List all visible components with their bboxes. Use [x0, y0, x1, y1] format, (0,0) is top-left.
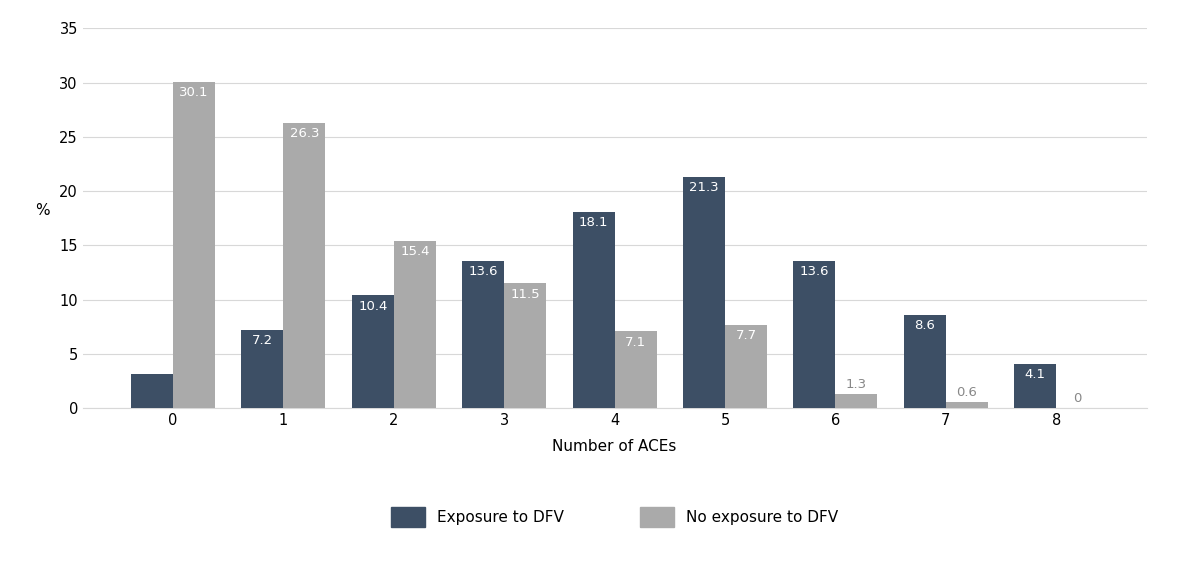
Text: 13.6: 13.6	[468, 265, 498, 278]
Text: 0.6: 0.6	[956, 386, 978, 399]
Text: 0: 0	[1073, 392, 1082, 405]
Bar	[462, 261, 505, 408]
Text: 15.4: 15.4	[400, 246, 429, 259]
Bar	[352, 295, 394, 408]
Bar	[394, 241, 436, 408]
X-axis label: Number of ACEs: Number of ACEs	[552, 439, 677, 454]
Bar	[683, 177, 725, 408]
Bar	[131, 374, 173, 408]
Bar	[793, 261, 836, 408]
Text: 7.7: 7.7	[735, 329, 756, 342]
Bar	[725, 325, 767, 408]
Text: 10.4: 10.4	[358, 300, 388, 312]
Y-axis label: %: %	[35, 204, 50, 218]
Text: 30.1: 30.1	[180, 86, 209, 99]
Bar	[946, 402, 988, 408]
Bar	[1014, 364, 1057, 408]
Text: 3.2: 3.2	[142, 358, 163, 371]
Text: 13.6: 13.6	[800, 265, 830, 278]
Bar	[284, 123, 325, 408]
Text: 4.1: 4.1	[1025, 368, 1046, 381]
Text: 8.6: 8.6	[915, 319, 935, 332]
Bar	[615, 331, 656, 408]
Text: 11.5: 11.5	[511, 288, 540, 301]
Text: 21.3: 21.3	[689, 181, 719, 194]
Bar	[836, 394, 877, 408]
Bar	[904, 315, 946, 408]
Text: 1.3: 1.3	[846, 378, 866, 391]
Text: 7.1: 7.1	[625, 336, 647, 349]
Text: 7.2: 7.2	[252, 335, 273, 348]
Legend: Exposure to DFV, No exposure to DFV: Exposure to DFV, No exposure to DFV	[376, 492, 853, 542]
Bar	[173, 82, 215, 408]
Text: 26.3: 26.3	[290, 127, 319, 140]
Bar	[241, 330, 284, 408]
Bar	[573, 212, 615, 408]
Bar	[505, 284, 546, 408]
Text: 18.1: 18.1	[579, 216, 609, 229]
